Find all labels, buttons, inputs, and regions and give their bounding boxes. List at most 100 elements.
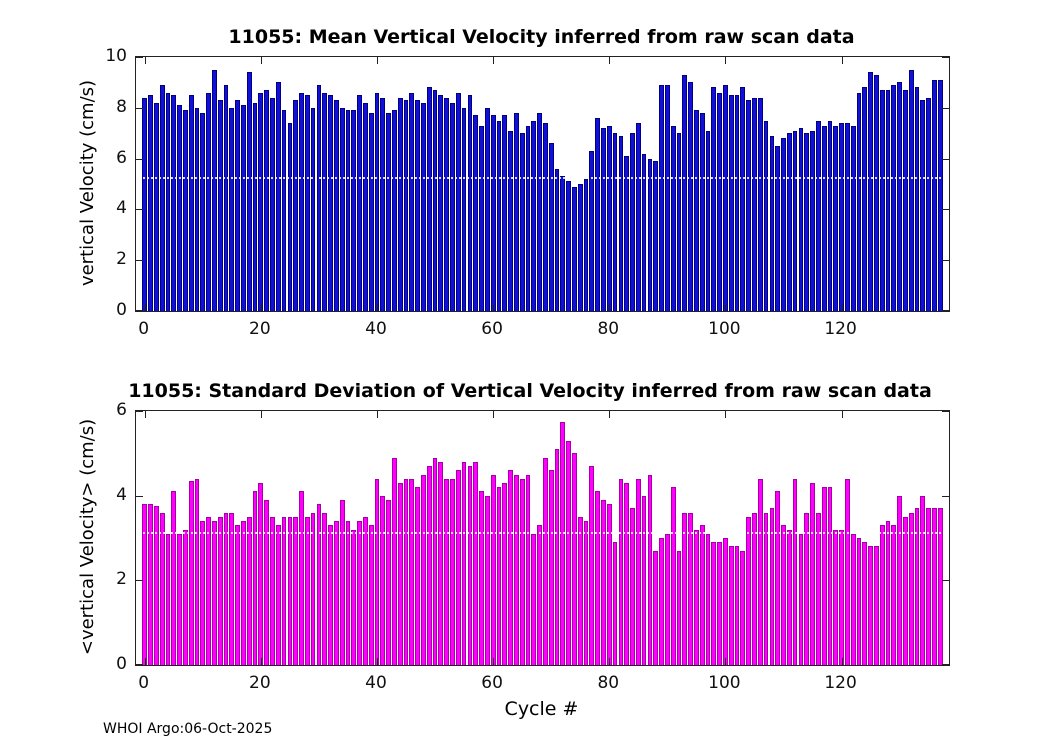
bar — [270, 516, 275, 665]
bar — [897, 495, 902, 665]
bar — [641, 153, 647, 311]
bar — [595, 117, 601, 311]
bar — [670, 125, 676, 311]
bar — [479, 491, 484, 665]
bar — [856, 92, 862, 311]
bar — [270, 97, 275, 311]
bar — [374, 92, 380, 311]
bar — [177, 533, 182, 665]
y-tick-mark — [942, 580, 949, 582]
bar — [444, 97, 450, 311]
bar — [757, 97, 763, 311]
bar — [589, 150, 595, 311]
bar — [519, 478, 525, 665]
bar — [293, 516, 299, 665]
footer-credit: WHOI Argo:06-Oct-2025 — [103, 721, 273, 737]
x-tick-mark — [144, 411, 146, 418]
bar — [153, 506, 159, 665]
grid-artifact-line — [136, 176, 949, 179]
bar — [862, 542, 868, 665]
bar — [229, 107, 235, 311]
bar — [484, 107, 490, 311]
x-tick-mark — [725, 411, 727, 418]
bar — [879, 525, 885, 665]
bar — [850, 125, 856, 311]
y-tick-mark — [942, 209, 949, 211]
bar — [543, 123, 548, 311]
x-tick-label: 120 — [824, 673, 857, 693]
bar — [142, 504, 148, 665]
y-tick-mark — [942, 158, 949, 160]
bar — [577, 184, 583, 311]
bar — [664, 533, 670, 665]
bar — [252, 491, 258, 665]
x-tick-mark — [260, 411, 262, 418]
bar — [188, 95, 194, 311]
bar — [659, 84, 664, 311]
bar — [717, 92, 722, 311]
bar — [316, 84, 322, 311]
bar — [241, 521, 246, 665]
bar — [461, 107, 467, 311]
bar — [479, 125, 484, 311]
x-tick-mark — [260, 658, 262, 665]
bar — [688, 512, 693, 665]
bar — [757, 478, 763, 665]
y-tick-mark — [136, 107, 143, 109]
bar — [235, 525, 240, 665]
bar — [635, 478, 641, 665]
bar — [647, 158, 653, 311]
bar — [810, 482, 815, 665]
y-tick-label: 6 — [116, 400, 127, 420]
bar — [159, 84, 165, 311]
bar — [351, 110, 357, 311]
x-tick-mark — [609, 658, 611, 665]
x-tick-mark — [493, 658, 495, 665]
bar — [403, 100, 409, 311]
bar — [856, 538, 862, 665]
bar — [653, 550, 659, 665]
y-tick-mark — [136, 411, 143, 412]
bar — [421, 474, 426, 665]
bar — [153, 102, 159, 311]
bar — [827, 120, 833, 311]
bar — [595, 491, 601, 665]
x-tick-mark — [377, 411, 378, 418]
y-tick-mark — [942, 310, 949, 311]
x-tick-label: 40 — [365, 673, 387, 693]
bar — [525, 125, 531, 311]
bar — [682, 74, 688, 311]
bar — [746, 516, 752, 665]
bar — [583, 178, 589, 311]
x-tick-label: 120 — [824, 319, 857, 339]
bar — [246, 72, 252, 311]
bar — [299, 92, 304, 311]
bar — [461, 461, 467, 665]
bar — [920, 495, 926, 665]
x-tick-mark — [493, 57, 495, 64]
bar — [328, 95, 333, 311]
bar — [223, 84, 229, 311]
bar — [705, 130, 711, 311]
bar — [212, 69, 217, 311]
bar — [142, 97, 148, 311]
bar — [525, 474, 531, 665]
bar — [740, 550, 746, 665]
bar — [392, 110, 397, 311]
bar — [810, 130, 815, 311]
bar — [833, 125, 839, 311]
bar — [612, 133, 618, 311]
bar — [786, 529, 792, 665]
bar — [937, 508, 943, 665]
bar — [397, 482, 403, 665]
x-tick-label: 80 — [597, 673, 620, 693]
bar — [287, 123, 293, 311]
y-tick-label: 10 — [105, 46, 127, 66]
bar — [275, 82, 281, 311]
bar — [891, 84, 897, 311]
bar — [844, 123, 850, 311]
bar — [275, 525, 281, 665]
bar — [333, 521, 339, 665]
y-axis-label: <vertical Velocity> (cm/s) — [77, 418, 98, 656]
